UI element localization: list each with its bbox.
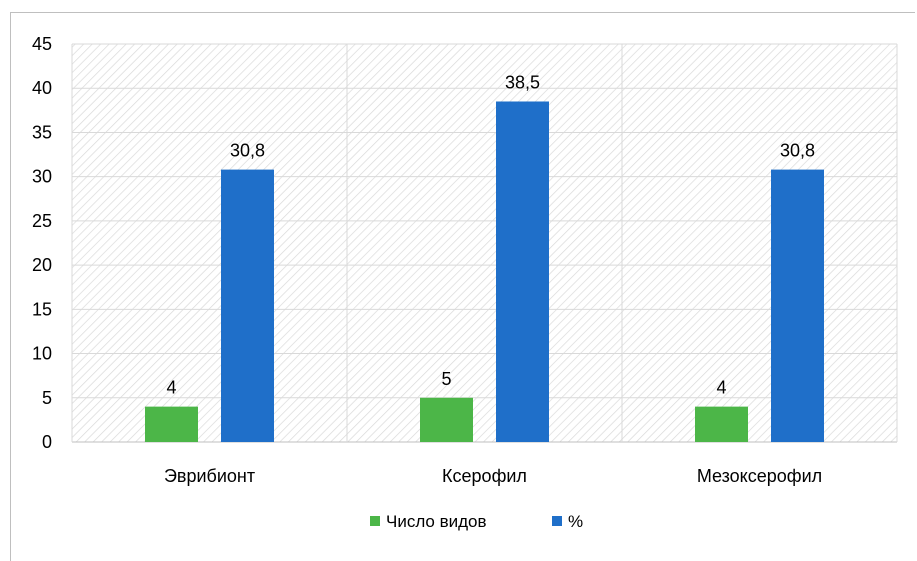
bar-percent [221, 169, 274, 442]
y-tick-label: 10 [32, 344, 52, 364]
legend-label: Число видов [386, 512, 487, 531]
bar-species-count [695, 406, 748, 442]
data-label: 38,5 [505, 72, 540, 92]
y-tick-label: 45 [32, 34, 52, 54]
y-tick-label: 0 [42, 432, 52, 452]
data-labels: 4 5 4 30,8 38,5 30,8 [166, 72, 815, 397]
x-axis: Эврибионт Ксерофил Мезоксерофил [164, 466, 822, 486]
y-tick-label: 5 [42, 388, 52, 408]
bars [145, 101, 824, 442]
legend: Число видов% [370, 512, 583, 531]
legend-label: % [568, 512, 583, 531]
y-tick-label: 30 [32, 167, 52, 187]
y-axis: 0 5 10 15 20 25 30 35 40 45 [32, 34, 52, 452]
bar-species-count [145, 406, 198, 442]
data-label: 30,8 [230, 141, 265, 161]
x-category-label: Мезоксерофил [697, 466, 822, 486]
y-tick-label: 20 [32, 255, 52, 275]
legend-swatch [552, 516, 562, 526]
data-label: 5 [441, 369, 451, 389]
bar-species-count [420, 397, 473, 442]
legend-swatch [370, 516, 380, 526]
data-label: 30,8 [780, 141, 815, 161]
bar-percent [771, 169, 824, 442]
y-tick-label: 35 [32, 122, 52, 142]
x-category-label: Ксерофил [442, 466, 527, 486]
y-tick-label: 25 [32, 211, 52, 231]
y-tick-label: 40 [32, 78, 52, 98]
chart-border [10, 12, 915, 561]
x-category-label: Эврибионт [164, 466, 255, 486]
y-tick-label: 15 [32, 299, 52, 319]
plot-area-background [72, 44, 897, 442]
data-label: 4 [166, 378, 176, 398]
gridlines [71, 43, 898, 443]
bar-percent [496, 101, 549, 442]
data-label: 4 [716, 378, 726, 398]
